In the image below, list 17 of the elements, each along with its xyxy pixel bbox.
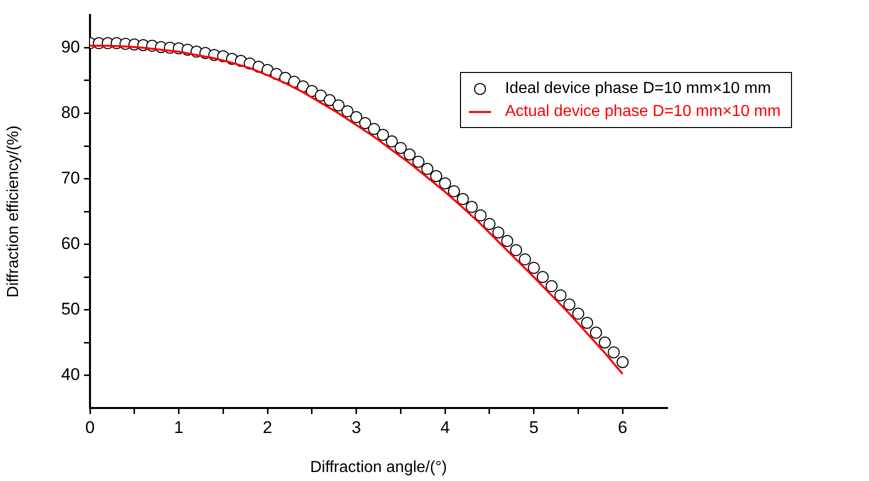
y-tick-label: 50 — [61, 299, 80, 318]
x-tick-label: 5 — [529, 418, 539, 437]
x-tick-label: 2 — [262, 418, 272, 437]
y-tick-label: 80 — [61, 102, 80, 122]
x-tick-label: 6 — [618, 418, 628, 437]
x-tick-label: 0 — [85, 418, 95, 437]
legend-label: Ideal device phase D=10 mm×10 mm — [505, 79, 771, 99]
y-tick-label: 90 — [61, 37, 80, 56]
x-tick-label: 3 — [352, 418, 362, 437]
y-axis-title: Diffraction efficiency/(%) — [5, 126, 22, 298]
x-tick-label: 4 — [440, 418, 450, 437]
legend-label: Actual device phase D=10 mm×10 mm — [505, 102, 781, 122]
y-tick-label: 60 — [61, 234, 80, 253]
x-axis-title: Diffraction angle/(°) — [310, 458, 447, 476]
x-tick-label: 1 — [174, 418, 184, 437]
y-tick-label: 70 — [61, 168, 80, 188]
y-tick-label: 40 — [61, 364, 80, 384]
